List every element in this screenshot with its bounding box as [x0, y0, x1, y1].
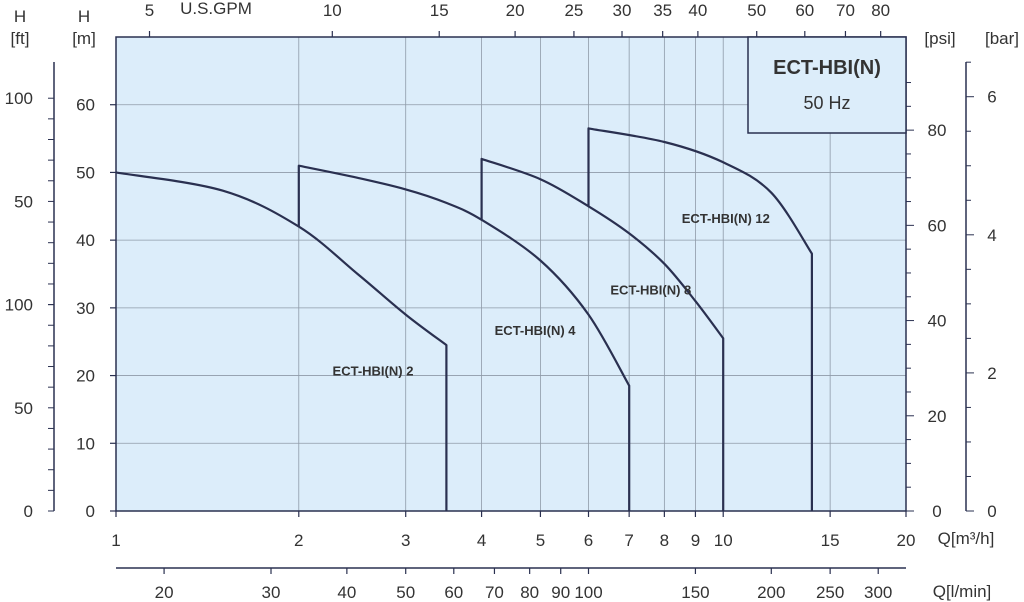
psi-tick-label: 0: [932, 502, 941, 521]
m3h-axis-label: Q[m³/h]: [938, 529, 995, 548]
lpm-tick-label: 200: [757, 583, 785, 602]
gpm-axis-label: U.S.GPM: [180, 0, 252, 18]
ft-tick-label: 50: [14, 399, 33, 418]
x-tick-label: 7: [624, 531, 633, 550]
gpm-tick-label: 15: [430, 1, 449, 20]
ft-axis-label: H: [14, 7, 26, 26]
lpm-tick-label: 150: [681, 583, 709, 602]
plot-frame: [115, 36, 907, 512]
ft-tick-label: 50: [14, 192, 33, 211]
psi-tick-label: 20: [928, 407, 947, 426]
x-tick-label: 15: [821, 531, 840, 550]
bar-tick-label: 0: [987, 502, 996, 521]
x-tick-label: 20: [897, 531, 916, 550]
y-tick-label: 60: [76, 96, 95, 115]
pump-curves: ECT-HBI(N) 2 ECT-HBI(N) 4 ECT-HBI(N) 8 ECT-…: [115, 127, 813, 511]
curve-ect-hbi-n-series-1: [115, 171, 448, 511]
curve-label: ECT-HBI(N) 12: [682, 211, 770, 226]
curve-ect-hbi-n-series-2: [297, 164, 631, 511]
lpm-tick-label: 90: [551, 583, 570, 602]
lpm-tick-label: 100: [574, 583, 602, 602]
gpm-tick-label: 40: [688, 1, 707, 20]
ft-tick-label: 0: [24, 502, 33, 521]
lpm-tick-label: 40: [337, 583, 356, 602]
psi-tick-label: 80: [928, 121, 947, 140]
x-tick-label: 9: [691, 531, 700, 550]
title-box: [747, 36, 907, 134]
lpm-tick-label: 20: [155, 583, 174, 602]
lpm-axis-label: Q[l/min]: [933, 582, 992, 601]
x-tick-label: 10: [714, 531, 733, 550]
lpm-tick-label: 250: [816, 583, 844, 602]
psi-tick-label: 60: [928, 216, 947, 235]
bar-tick-label: 6: [987, 88, 996, 107]
x-tick-label: 2: [294, 531, 303, 550]
x-tick-label: 8: [660, 531, 669, 550]
y-tick-label: 10: [76, 434, 95, 453]
m-axis-label: H: [78, 7, 90, 26]
psi-tick-label: 40: [928, 312, 947, 331]
gpm-tick-label: 50: [747, 1, 766, 20]
gpm-tick-label: 30: [613, 1, 632, 20]
lpm-tick-label: 300: [864, 583, 892, 602]
x-tick-label: 1: [111, 531, 120, 550]
ft-axis-unit: [ft]: [11, 29, 30, 48]
lpm-tick-label: 50: [396, 583, 415, 602]
lpm-tick-label: 30: [262, 583, 281, 602]
gpm-tick-label: 60: [795, 1, 814, 20]
ft-tick-label: 100: [5, 89, 33, 108]
gpm-tick-label: 5: [145, 1, 154, 20]
gpm-tick-label: 10: [323, 1, 342, 20]
curve-label: ECT-HBI(N) 2: [333, 364, 414, 379]
y-tick-label: 0: [86, 502, 95, 521]
bar-axis-label: [bar]: [985, 29, 1019, 48]
ft-tick-label: 100: [5, 296, 33, 315]
grid-lines: [116, 37, 906, 511]
chart-title: ECT-HBI(N): [773, 57, 881, 79]
gpm-tick-label: 25: [564, 1, 583, 20]
y-tick-label: 50: [76, 163, 95, 182]
x-tick-label: 3: [401, 531, 410, 550]
lpm-tick-label: 60: [444, 583, 463, 602]
gpm-tick-label: 80: [871, 1, 890, 20]
curve-ect-hbi-n-series-3: [480, 157, 725, 511]
x-tick-label: 5: [536, 531, 545, 550]
bar-tick-label: 4: [987, 226, 996, 245]
lpm-tick-label: 80: [520, 583, 539, 602]
curve-label: ECT-HBI(N) 4: [495, 323, 577, 338]
y-tick-label: 40: [76, 231, 95, 250]
curve-label: ECT-HBI(N) 8: [610, 282, 691, 297]
curve-ect-hbi-n-series-4: [587, 127, 813, 511]
gpm-tick-label: 20: [506, 1, 525, 20]
x-tick-label: 4: [477, 531, 486, 550]
lpm-tick-label: 70: [485, 583, 504, 602]
y-tick-label: 30: [76, 299, 95, 318]
chart-subtitle: 50 Hz: [803, 93, 850, 113]
gpm-tick-label: 70: [836, 1, 855, 20]
gpm-tick-label: 35: [653, 1, 672, 20]
bar-tick-label: 2: [987, 364, 996, 383]
axes: [48, 31, 974, 574]
psi-axis-label: [psi]: [924, 29, 955, 48]
x-tick-label: 6: [584, 531, 593, 550]
y-tick-label: 20: [76, 367, 95, 386]
m-axis-unit: [m]: [72, 29, 96, 48]
